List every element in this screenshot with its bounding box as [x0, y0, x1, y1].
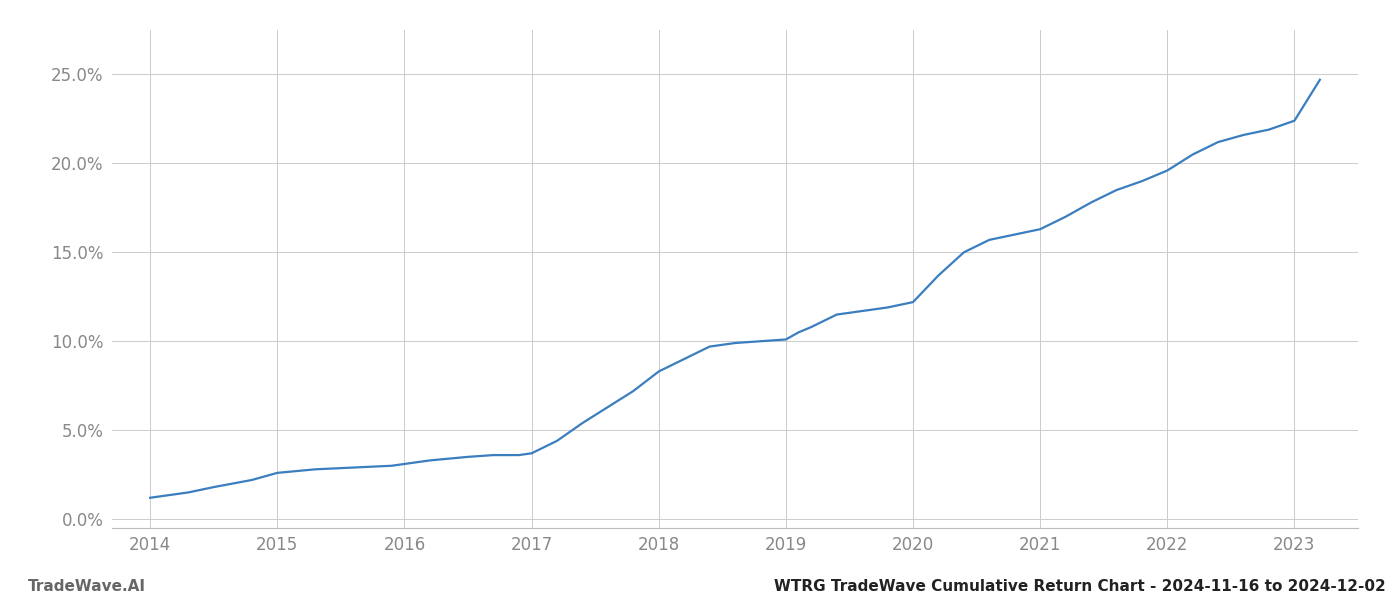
- Text: TradeWave.AI: TradeWave.AI: [28, 579, 146, 594]
- Text: WTRG TradeWave Cumulative Return Chart - 2024-11-16 to 2024-12-02: WTRG TradeWave Cumulative Return Chart -…: [774, 579, 1386, 594]
